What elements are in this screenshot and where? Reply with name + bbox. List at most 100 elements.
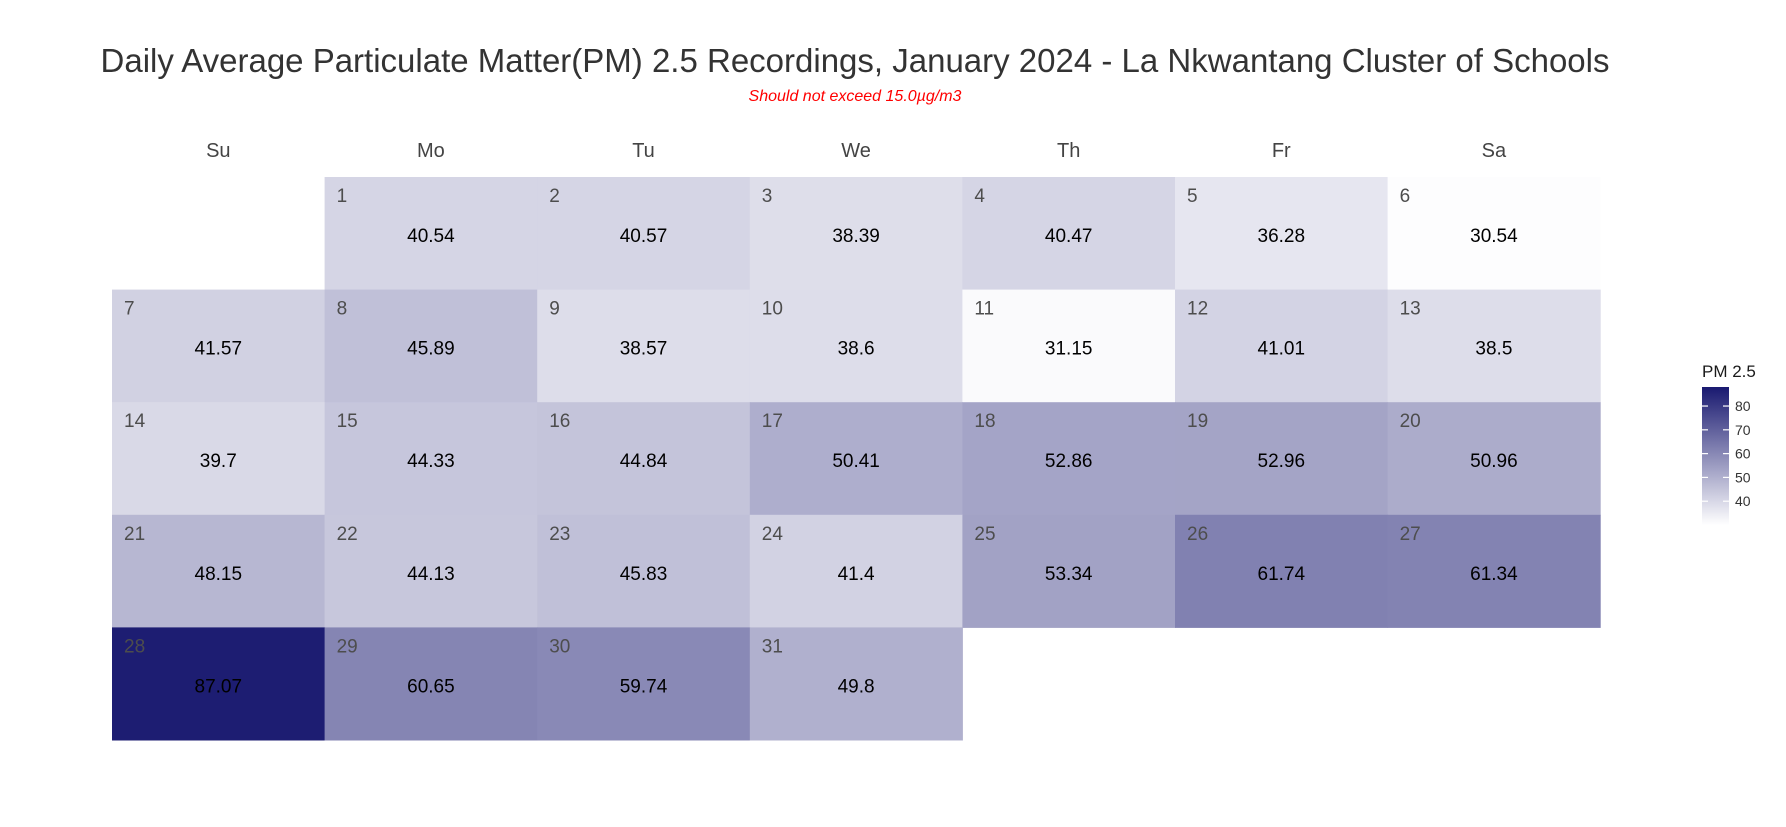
day-number: 20 — [1400, 411, 1421, 432]
calendar-cell — [749, 289, 963, 403]
day-number: 19 — [1187, 411, 1208, 432]
day-number: 21 — [124, 524, 145, 545]
calendar-cell — [1175, 514, 1389, 628]
legend-tick-label: 40 — [1735, 493, 1751, 509]
day-number: 15 — [337, 411, 358, 432]
day-number: 9 — [549, 299, 560, 320]
legend-ticks: 40 50 60 70 80 — [1702, 398, 1751, 509]
calendar-cell — [324, 402, 538, 516]
day-number: 26 — [1187, 524, 1208, 545]
cell-value: 59.74 — [620, 676, 668, 697]
day-number: 12 — [1187, 299, 1208, 320]
calendar-cell — [1387, 289, 1601, 403]
day-number: 6 — [1400, 186, 1411, 207]
cell-value: 38.5 — [1475, 339, 1512, 360]
day-number: 11 — [974, 299, 994, 320]
calendar-cell — [1387, 402, 1601, 516]
legend-tick-label: 60 — [1735, 446, 1751, 462]
day-number: 13 — [1400, 299, 1421, 320]
cell-value: 61.34 — [1470, 564, 1518, 585]
chart-title: Daily Average Particulate Matter(PM) 2.5… — [101, 42, 1610, 79]
day-number: 22 — [337, 524, 358, 545]
day-number: 7 — [124, 299, 135, 320]
cell-value: 41.4 — [838, 564, 875, 585]
cell-value: 38.39 — [832, 226, 880, 247]
calendar-cell — [112, 289, 326, 403]
weekday-labels: Su Mo Tu We Th Fr Sa — [206, 140, 1507, 162]
day-number: 27 — [1400, 524, 1421, 545]
calendar-cell — [537, 514, 751, 628]
calendar-cell — [324, 627, 538, 741]
cell-value: 38.6 — [838, 339, 875, 360]
cell-value: 31.15 — [1045, 339, 1093, 360]
calendar-cell — [1387, 514, 1601, 628]
day-number: 25 — [974, 524, 995, 545]
calendar-cell — [537, 402, 751, 516]
day-number: 23 — [549, 524, 570, 545]
day-number: 29 — [337, 636, 358, 657]
day-number: 4 — [974, 186, 985, 207]
cell-value: 61.74 — [1258, 564, 1306, 585]
weekday-label: Tu — [632, 140, 655, 162]
cell-value: 48.15 — [195, 564, 243, 585]
cell-value: 40.47 — [1045, 226, 1093, 247]
calendar-cell — [112, 627, 326, 741]
cell-value: 30.54 — [1470, 226, 1518, 247]
cell-value: 49.8 — [838, 676, 875, 697]
cell-value: 60.65 — [407, 676, 455, 697]
legend-title: PM 2.5 — [1702, 362, 1756, 381]
day-number: 10 — [762, 299, 783, 320]
cell-value: 36.28 — [1258, 226, 1306, 247]
calendar-cell — [962, 402, 1176, 516]
day-number: 14 — [124, 411, 146, 432]
calendar-cell — [112, 514, 326, 628]
legend-tick-label: 50 — [1735, 469, 1751, 485]
weekday-label: Su — [206, 140, 230, 162]
calendar-cell — [749, 402, 963, 516]
cell-value: 38.57 — [620, 339, 668, 360]
day-number: 16 — [549, 411, 570, 432]
cell-value: 40.57 — [620, 226, 668, 247]
calendar-cell — [749, 627, 963, 741]
cell-value: 45.89 — [407, 339, 455, 360]
cell-value: 53.34 — [1045, 564, 1093, 585]
calendar-cell — [537, 627, 751, 741]
calendar-cell — [324, 177, 538, 291]
calendar-cell — [1175, 177, 1389, 291]
day-number: 30 — [549, 636, 570, 657]
day-number: 8 — [337, 299, 348, 320]
calendar-cell — [749, 514, 963, 628]
cell-value: 50.96 — [1470, 451, 1518, 472]
day-number: 5 — [1187, 186, 1198, 207]
day-number: 18 — [974, 411, 995, 432]
calendar-cell — [1175, 289, 1389, 403]
weekday-label: Fr — [1272, 140, 1291, 162]
cell-value: 39.7 — [200, 451, 237, 472]
weekday-label: Th — [1057, 140, 1080, 162]
calendar-cells: 1 40.54 2 40.57 3 38.39 4 40.47 5 36.28 6 30.54 7 41.… — [112, 177, 1601, 741]
calendar-cell — [962, 514, 1176, 628]
cell-value: 50.41 — [832, 451, 880, 472]
legend-tick-label: 80 — [1735, 398, 1751, 414]
cell-value: 41.01 — [1258, 339, 1306, 360]
cell-value: 87.07 — [195, 676, 243, 697]
chart-subtitle: Should not exceed 15.0µg/m3 — [749, 88, 962, 105]
calendar-cell — [1175, 402, 1389, 516]
day-number: 28 — [124, 636, 145, 657]
calendar-cell — [962, 177, 1176, 291]
cell-value: 52.86 — [1045, 451, 1093, 472]
day-number: 24 — [762, 524, 784, 545]
calendar-cell — [112, 402, 326, 516]
calendar-cell — [749, 177, 963, 291]
calendar-cell — [962, 289, 1176, 403]
cell-value: 40.54 — [407, 226, 455, 247]
weekday-label: We — [841, 140, 871, 162]
calendar-cell — [324, 289, 538, 403]
weekday-label: Mo — [417, 140, 445, 162]
calendar-cell — [537, 177, 751, 291]
day-number: 1 — [337, 186, 348, 207]
weekday-label: Sa — [1482, 140, 1507, 162]
cell-value: 52.96 — [1258, 451, 1306, 472]
cell-value: 41.57 — [195, 339, 243, 360]
